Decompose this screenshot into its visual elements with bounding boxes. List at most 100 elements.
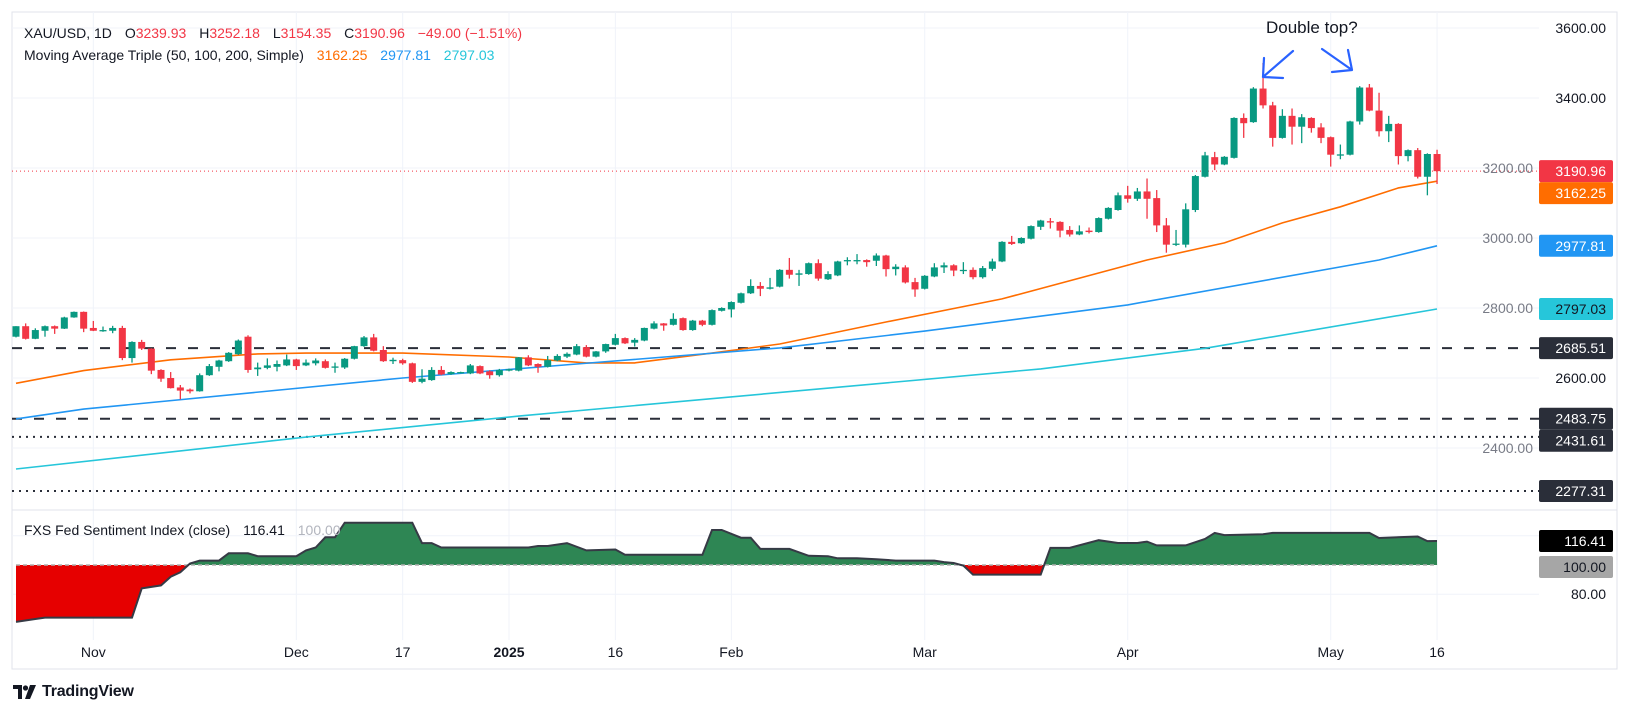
candle[interactable] — [911, 277, 919, 297]
candle[interactable] — [283, 354, 291, 367]
price-pane[interactable] — [12, 47, 1539, 492]
candle[interactable] — [1104, 207, 1112, 220]
indicator-legend[interactable]: FXS Fed Sentiment Index (close) 116.41 1… — [24, 522, 341, 538]
candle[interactable] — [360, 336, 368, 347]
candle[interactable] — [766, 277, 774, 290]
candle[interactable] — [1085, 227, 1093, 234]
candle[interactable] — [234, 339, 242, 355]
candle[interactable] — [312, 358, 320, 366]
candle[interactable] — [563, 352, 571, 359]
candle[interactable] — [1114, 192, 1122, 211]
candle[interactable] — [756, 282, 764, 297]
candle[interactable] — [998, 241, 1006, 263]
candle[interactable] — [582, 345, 590, 358]
price-axis[interactable]: 3600.00 3400.00 3200.00 3000.00 2800.00 2600.… — [1482, 20, 1606, 456]
candle[interactable] — [988, 258, 996, 271]
candle[interactable] — [167, 372, 175, 389]
candle[interactable] — [1172, 229, 1180, 247]
candle[interactable] — [1327, 136, 1335, 167]
candle[interactable] — [515, 357, 523, 372]
candle[interactable] — [205, 364, 213, 376]
candle[interactable] — [1133, 187, 1141, 201]
candle[interactable] — [969, 267, 977, 280]
candle[interactable] — [341, 358, 349, 369]
candle[interactable] — [1288, 108, 1296, 145]
candle[interactable] — [505, 368, 513, 372]
candle[interactable] — [1220, 156, 1228, 166]
candle[interactable] — [1278, 109, 1286, 139]
candle[interactable] — [650, 321, 658, 330]
candle[interactable] — [727, 301, 735, 318]
candle[interactable] — [244, 335, 252, 373]
candle[interactable] — [602, 343, 610, 353]
candle[interactable] — [331, 362, 339, 373]
candle[interactable] — [689, 319, 697, 331]
time-axis[interactable]: Nov Dec 17 2025 16 Feb Mar Apr May 16 — [81, 644, 1445, 660]
candle[interactable] — [863, 259, 871, 267]
level-label[interactable]: 2685.51 — [1539, 337, 1613, 360]
candle[interactable] — [418, 369, 426, 384]
candle[interactable] — [785, 257, 793, 279]
candle[interactable] — [1423, 153, 1431, 196]
candle[interactable] — [89, 320, 97, 332]
candle[interactable] — [1385, 115, 1393, 143]
candle[interactable] — [370, 333, 378, 352]
ma100-label[interactable]: 2977.81 — [1539, 234, 1613, 257]
candle[interactable] — [31, 328, 39, 340]
candle[interactable] — [872, 253, 880, 266]
candle[interactable] — [302, 359, 310, 367]
candle[interactable] — [1182, 203, 1190, 248]
candle[interactable] — [186, 388, 194, 394]
ma50-label[interactable]: 3162.25 — [1539, 182, 1613, 205]
candle[interactable] — [1201, 151, 1209, 178]
candle[interactable] — [950, 264, 958, 277]
candle[interactable] — [621, 337, 629, 345]
indicator-axis[interactable]: 80.00 — [1571, 586, 1606, 602]
candle[interactable] — [273, 360, 281, 372]
candle[interactable] — [1365, 84, 1373, 112]
candle[interactable] — [1124, 185, 1132, 203]
candle[interactable] — [447, 371, 455, 375]
candle[interactable] — [1433, 149, 1441, 184]
candle[interactable] — [263, 358, 271, 370]
candle[interactable] — [1404, 149, 1412, 162]
candle[interactable] — [254, 362, 262, 376]
candle[interactable] — [1191, 175, 1199, 213]
symbol-legend[interactable]: XAU/USD, 1D O3239.93 H3252.18 L3154.35 C… — [24, 24, 522, 42]
candle[interactable] — [718, 307, 726, 312]
candle[interactable] — [457, 371, 465, 374]
candle[interactable] — [805, 262, 813, 275]
candle[interactable] — [350, 345, 358, 360]
candle[interactable] — [225, 352, 233, 362]
candle[interactable] — [196, 373, 204, 392]
candle[interactable] — [321, 359, 329, 369]
candle[interactable] — [631, 338, 639, 347]
candle[interactable] — [1336, 144, 1344, 160]
candle[interactable] — [660, 323, 668, 331]
candle[interactable] — [853, 254, 861, 265]
candle[interactable] — [1211, 151, 1219, 171]
candle[interactable] — [611, 333, 619, 346]
annotation-text[interactable]: Double top? — [1266, 18, 1358, 37]
candle[interactable] — [1249, 87, 1257, 123]
candle[interactable] — [843, 257, 851, 266]
candle[interactable] — [1240, 113, 1248, 138]
candle[interactable] — [1269, 101, 1277, 147]
candle[interactable] — [428, 367, 436, 381]
indicator-pane[interactable] — [15, 521, 1438, 623]
candle[interactable] — [544, 355, 552, 368]
candle[interactable] — [70, 311, 78, 318]
ma-title[interactable]: Moving Average Triple (50, 100, 200, Sim… — [24, 47, 304, 63]
level-label[interactable]: 2483.75 — [1539, 407, 1613, 430]
candle[interactable] — [41, 325, 49, 337]
candle[interactable] — [814, 259, 822, 281]
candle[interactable] — [573, 344, 581, 356]
candle[interactable] — [408, 362, 416, 383]
candle[interactable] — [882, 254, 890, 277]
candle[interactable] — [921, 275, 929, 290]
candle[interactable] — [640, 327, 648, 342]
candle[interactable] — [979, 266, 987, 279]
candle[interactable] — [747, 279, 755, 294]
candle[interactable] — [1307, 117, 1315, 133]
candle[interactable] — [1095, 217, 1103, 233]
